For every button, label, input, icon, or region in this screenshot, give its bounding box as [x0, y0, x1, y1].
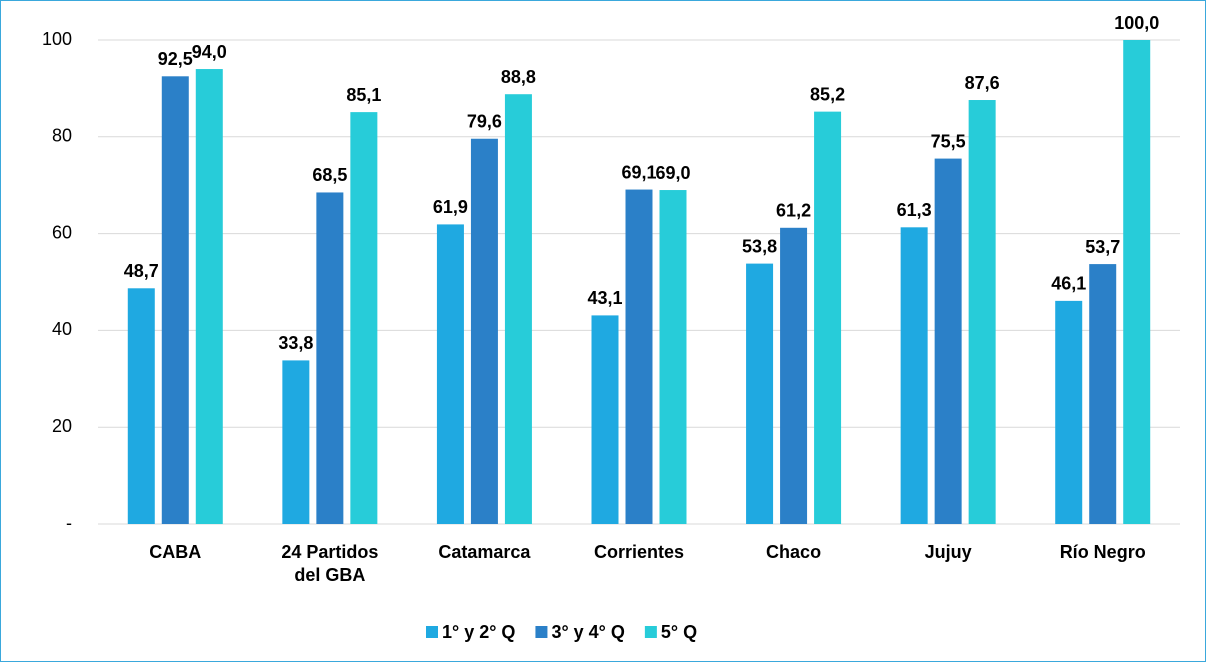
bar	[316, 192, 344, 524]
legend-swatch	[426, 626, 438, 638]
value-label: 53,7	[1085, 237, 1120, 257]
value-label: 75,5	[931, 131, 966, 151]
bar	[436, 224, 464, 525]
bar	[780, 227, 808, 525]
value-label: 53,8	[742, 236, 777, 256]
bar	[504, 94, 532, 524]
y-tick-label: -	[66, 513, 72, 533]
value-label: 33,8	[278, 333, 313, 353]
bar	[282, 360, 310, 524]
bar	[1089, 264, 1117, 524]
value-label: 94,0	[192, 42, 227, 62]
bar	[934, 158, 962, 524]
bar	[1055, 300, 1083, 524]
y-tick-label: 60	[52, 222, 72, 242]
value-label: 61,9	[433, 197, 468, 217]
x-tick-label: Río Negro	[1059, 542, 1146, 562]
bar	[350, 112, 378, 524]
bar	[470, 138, 498, 524]
bar	[900, 227, 928, 525]
x-tick-label: Catamarca	[438, 542, 531, 562]
x-tick-label: Corrientes	[593, 542, 685, 562]
y-tick-label: 20	[52, 416, 72, 436]
bar	[746, 263, 774, 524]
value-label: 87,6	[965, 73, 1000, 93]
bar	[161, 76, 189, 525]
value-label: 85,1	[346, 85, 381, 105]
y-tick-label: 80	[52, 126, 72, 146]
bar	[814, 111, 842, 524]
value-label: 79,6	[467, 111, 502, 131]
bar	[968, 100, 996, 525]
legend-label: 1° y 2° Q	[442, 622, 515, 642]
legend-swatch	[644, 626, 657, 638]
x-tick-label: 24 Partidos del GBA	[281, 542, 379, 585]
value-label: 88,8	[501, 67, 536, 87]
value-label: 61,3	[897, 200, 932, 220]
value-label: 43,1	[587, 288, 622, 308]
value-label: 100,0	[1114, 13, 1159, 33]
x-tick-label: CABA	[149, 542, 202, 562]
value-label: 92,5	[158, 49, 193, 69]
legend-label: 3° y 4° Q	[551, 622, 624, 642]
x-tick-label: Jujuy	[924, 542, 972, 562]
value-label: 85,2	[810, 84, 845, 104]
x-tick-label: Chaco	[766, 542, 822, 562]
legend-label: 5° Q	[661, 622, 697, 642]
bar	[127, 288, 155, 524]
y-tick-label: 100	[42, 29, 72, 49]
bar	[625, 189, 653, 524]
bar	[1123, 40, 1151, 524]
bar	[591, 315, 619, 524]
bar	[659, 190, 687, 525]
value-label: 61,2	[776, 201, 811, 221]
value-label: 48,7	[124, 261, 159, 281]
y-tick-label: 40	[52, 319, 72, 339]
value-label: 46,1	[1051, 274, 1086, 294]
legend-swatch	[535, 626, 548, 638]
value-label: 68,5	[312, 165, 347, 185]
value-label: 69,0	[655, 163, 690, 183]
value-label: 69,1	[621, 162, 656, 182]
bar	[195, 69, 223, 524]
